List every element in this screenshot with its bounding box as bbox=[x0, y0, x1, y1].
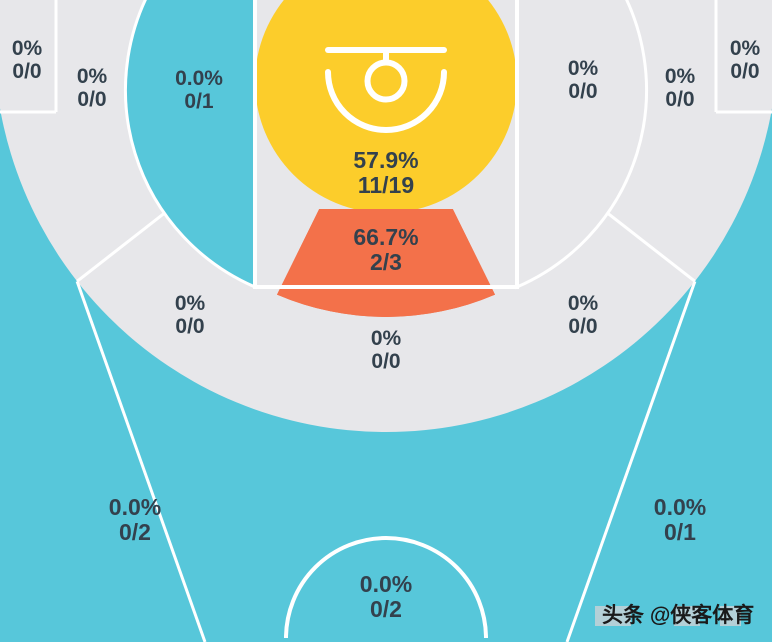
svg-text:0/2: 0/2 bbox=[119, 519, 151, 545]
svg-text:0.0%: 0.0% bbox=[360, 571, 412, 597]
svg-text:0%: 0% bbox=[175, 292, 206, 315]
svg-text:0/0: 0/0 bbox=[77, 88, 106, 111]
svg-text:0/0: 0/0 bbox=[730, 60, 759, 83]
svg-text:0/2: 0/2 bbox=[370, 596, 402, 622]
svg-text:57.9%: 57.9% bbox=[353, 147, 418, 173]
svg-text:头条 @侠客体育: 头条 @侠客体育 bbox=[602, 603, 754, 627]
svg-text:0/0: 0/0 bbox=[371, 350, 400, 373]
svg-text:66.7%: 66.7% bbox=[353, 224, 418, 250]
svg-text:0/1: 0/1 bbox=[664, 519, 696, 545]
svg-text:0%: 0% bbox=[665, 65, 696, 88]
svg-text:0%: 0% bbox=[371, 327, 402, 350]
svg-text:11/19: 11/19 bbox=[358, 172, 414, 198]
svg-text:0.0%: 0.0% bbox=[109, 494, 161, 520]
svg-text:0/0: 0/0 bbox=[665, 88, 694, 111]
svg-text:0.0%: 0.0% bbox=[654, 494, 706, 520]
svg-text:0%: 0% bbox=[12, 37, 43, 60]
svg-text:0%: 0% bbox=[568, 57, 599, 80]
svg-text:0%: 0% bbox=[568, 292, 599, 315]
svg-text:2/3: 2/3 bbox=[370, 249, 402, 275]
svg-text:0/0: 0/0 bbox=[12, 60, 41, 83]
svg-text:0.0%: 0.0% bbox=[175, 67, 223, 90]
svg-text:0/0: 0/0 bbox=[175, 315, 204, 338]
svg-text:0%: 0% bbox=[77, 65, 108, 88]
svg-text:0/0: 0/0 bbox=[568, 315, 597, 338]
svg-text:0%: 0% bbox=[730, 37, 761, 60]
svg-text:0/0: 0/0 bbox=[568, 80, 597, 103]
svg-text:0/1: 0/1 bbox=[184, 90, 214, 113]
